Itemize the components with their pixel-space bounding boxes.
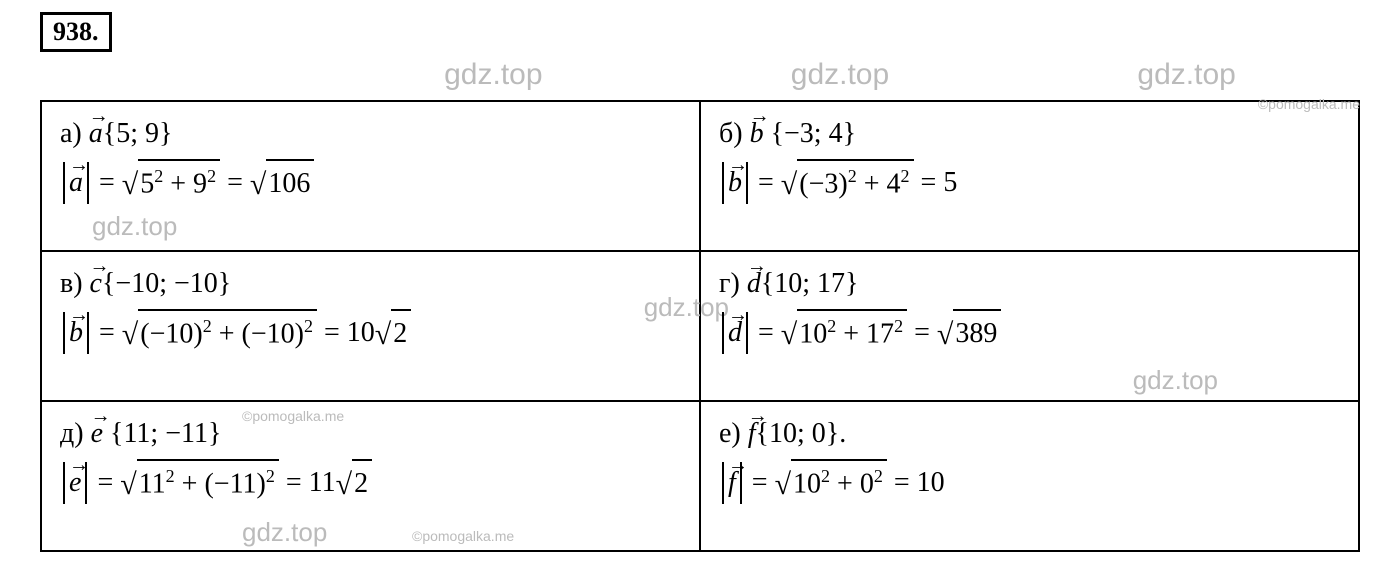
magnitude-calc: →b = √(−3)2 + 42 = 5 bbox=[719, 159, 1340, 205]
watermark-top-1: gdz.top bbox=[444, 58, 542, 92]
magnitude-calc: →d = √102 + 172 = √389 bbox=[719, 309, 1340, 355]
table-row: а) →a{5; 9} →a = √52 + 92 = √106 gdz.top… bbox=[41, 101, 1359, 251]
table-row: в) →c{−10; −10} →b = √(−10)2 + (−10)2 = … bbox=[41, 251, 1359, 401]
watermark-header: gdz.top gdz.top gdz.top ©pomogalka.me bbox=[40, 58, 1360, 92]
table-row: д) →e {11; −11} →e = √112 + (−11)2 = 11√… bbox=[41, 401, 1359, 551]
cell-v: в) →c{−10; −10} →b = √(−10)2 + (−10)2 = … bbox=[41, 251, 700, 401]
magnitude-calc: →e = √112 + (−11)2 = 11√2 bbox=[60, 459, 681, 505]
vector-definition: г) →d{10; 17} bbox=[719, 264, 1340, 303]
problem-number: 938. bbox=[40, 12, 112, 52]
watermark-cell: gdz.top bbox=[242, 517, 327, 548]
magnitude-calc: →f = √102 + 02 = 10 bbox=[719, 459, 1340, 505]
solution-table: а) →a{5; 9} →a = √52 + 92 = √106 gdz.top… bbox=[40, 100, 1360, 552]
cell-e: е) →f{10; 0}. →f = √102 + 02 = 10 bbox=[700, 401, 1359, 551]
watermark-top-3: gdz.top bbox=[1137, 58, 1235, 92]
cell-b: б) →b {−3; 4} →b = √(−3)2 + 42 = 5 bbox=[700, 101, 1359, 251]
vector-definition: в) →c{−10; −10} bbox=[60, 264, 681, 303]
cell-d: д) →e {11; −11} →e = √112 + (−11)2 = 11√… bbox=[41, 401, 700, 551]
vector-definition: б) →b {−3; 4} bbox=[719, 114, 1340, 153]
watermark-top-2: gdz.top bbox=[791, 58, 889, 92]
watermark-cell: gdz.top bbox=[1133, 365, 1218, 396]
vector-definition: а) →a{5; 9} bbox=[60, 114, 681, 153]
watermark-cell: gdz.top bbox=[92, 211, 177, 242]
copyright-cell: ©pomogalka.me bbox=[412, 528, 514, 544]
magnitude-calc: →a = √52 + 92 = √106 bbox=[60, 159, 681, 205]
vector-definition: е) →f{10; 0}. bbox=[719, 414, 1340, 453]
cell-a: а) →a{5; 9} →a = √52 + 92 = √106 gdz.top bbox=[41, 101, 700, 251]
copyright-cell: ©pomogalka.me bbox=[242, 408, 344, 424]
cell-g: г) →d{10; 17} →d = √102 + 172 = √389 gdz… bbox=[700, 251, 1359, 401]
magnitude-calc: →b = √(−10)2 + (−10)2 = 10√2 bbox=[60, 309, 681, 355]
vector-definition: д) →e {11; −11} bbox=[60, 414, 681, 453]
